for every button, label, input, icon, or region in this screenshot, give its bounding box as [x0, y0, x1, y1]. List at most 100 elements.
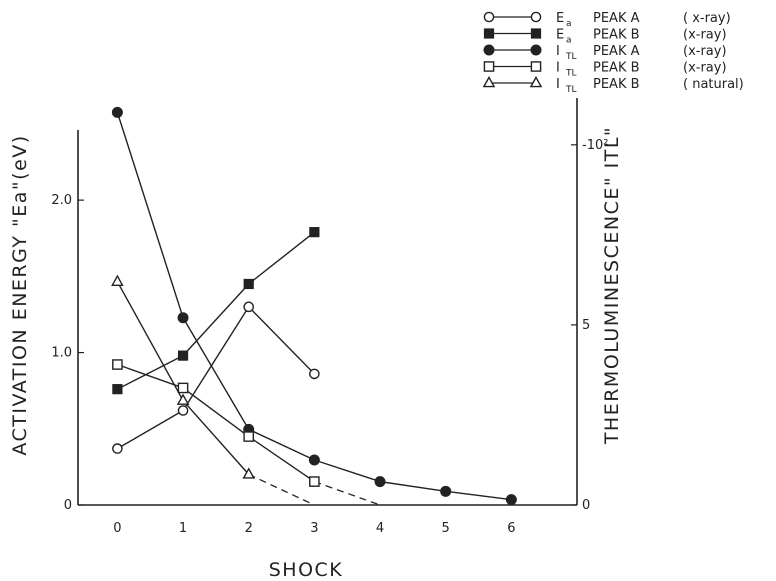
legend-symbol: I [556, 44, 560, 59]
data-point [176, 393, 190, 405]
legend-peak: PEAK B [593, 77, 640, 92]
legend-marker-start [483, 28, 495, 39]
data-point [243, 278, 254, 290]
x-axis-title: SHOCK [269, 559, 344, 581]
data-point [308, 454, 320, 466]
y-left-tick-label: 0 [64, 498, 72, 513]
legend-marker-start [483, 61, 495, 72]
legend-source: (x-ray) [683, 44, 727, 59]
data-point [309, 368, 320, 380]
y-right-tick-label: 5 [582, 318, 590, 333]
series-line-segment [379, 480, 446, 493]
data-point [440, 485, 452, 497]
extrapolation-dashed-line [314, 480, 381, 506]
series-line-segment [182, 387, 250, 438]
data-point [177, 350, 189, 361]
legend-marker-end [530, 44, 542, 56]
series-line-segment [117, 354, 184, 390]
series-line-segment [248, 231, 315, 285]
series-line-segment [314, 459, 381, 483]
series-line-segment [445, 490, 512, 501]
series-layer [111, 106, 517, 506]
legend-peak: PEAK B [593, 61, 640, 76]
data-point [505, 494, 517, 506]
legend-subscript: TL [565, 52, 577, 62]
data-point [309, 476, 320, 487]
data-point [177, 382, 189, 394]
legend-marker-end [530, 28, 542, 39]
legend-peak: PEAK B [593, 28, 640, 43]
legend-marker-start [482, 75, 496, 88]
series-0 [112, 301, 320, 454]
legend-symbol: E [556, 11, 564, 26]
legend-item: I TL PEAK B (x-ray) [483, 61, 727, 79]
data-point [112, 443, 123, 454]
x-tick-label: 1 [179, 521, 187, 536]
x-tick-label: 6 [507, 521, 515, 536]
legend-source: (x-ray) [683, 28, 727, 43]
legend-marker-start [483, 11, 495, 23]
legend-marker-end [530, 61, 542, 72]
data-point [111, 106, 123, 118]
series-1 [112, 227, 320, 395]
data-point [177, 312, 189, 324]
series-line-segment [116, 281, 184, 401]
legend-marker-start [483, 44, 495, 56]
legend-item: I TL PEAK A (x-ray) [483, 44, 727, 62]
series-line-segment [116, 112, 184, 318]
y-axis-left-title: ACTIVATION ENERGY "Ea"(eV) [9, 134, 31, 455]
legend-source: (x-ray) [683, 61, 727, 76]
x-tick-label: 0 [113, 521, 121, 536]
x-tick-label: 2 [245, 521, 253, 536]
legend-subscript: TL [565, 85, 577, 95]
x-tick-label: 5 [442, 521, 450, 536]
series-4 [111, 274, 315, 506]
data-point [243, 301, 255, 313]
legend-subscript: a [566, 19, 572, 29]
series-line-segment [182, 317, 250, 430]
data-point [112, 359, 123, 370]
y-left-tick-label: 2.0 [51, 193, 72, 208]
legend-peak: PEAK A [593, 44, 640, 59]
series-line-segment [182, 283, 250, 357]
series-line-segment [248, 428, 315, 461]
x-tick-label: 4 [376, 521, 384, 536]
series-line-segment [117, 363, 184, 389]
series-line-segment [117, 409, 184, 450]
legend-source: ( natural) [683, 77, 744, 92]
legend-symbol: E [556, 28, 564, 43]
legend-source: ( x-ray) [683, 11, 731, 26]
series-2 [111, 106, 517, 506]
data-point [309, 227, 320, 238]
legend-marker-end [529, 75, 543, 88]
data-point [374, 476, 386, 488]
series-line-segment [182, 400, 250, 475]
data-point [177, 405, 189, 416]
y-right-tick-label: 0 [582, 498, 590, 513]
data-point [111, 274, 124, 286]
legend-marker-end [530, 11, 542, 23]
data-point [242, 467, 255, 479]
legend-subscript: a [566, 36, 572, 46]
ticks-layer: 0 1 2 3 4 5 6 0 1.0 2.0 0 5 -10² [51, 138, 608, 536]
series-3 [112, 359, 381, 506]
legend-symbol: I [556, 77, 560, 92]
legend-item: I TL PEAK B ( natural) [482, 75, 744, 95]
data-point [112, 384, 123, 395]
y-left-tick-label: 1.0 [51, 346, 72, 361]
y-right-tick-label: -10² [582, 138, 608, 153]
y-axis-right-title: THERMOLUMINESCENCE" ITL" [601, 126, 623, 445]
x-tick-label: 3 [310, 521, 318, 536]
extrapolation-dashed-line [248, 473, 315, 506]
data-point [243, 431, 255, 442]
legend-symbol: I [556, 61, 560, 76]
legend-peak: PEAK A [593, 11, 640, 26]
series-line-segment [182, 306, 250, 411]
series-line-segment [248, 435, 315, 483]
legend-subscript: TL [565, 69, 577, 79]
series-line-segment [248, 306, 315, 375]
